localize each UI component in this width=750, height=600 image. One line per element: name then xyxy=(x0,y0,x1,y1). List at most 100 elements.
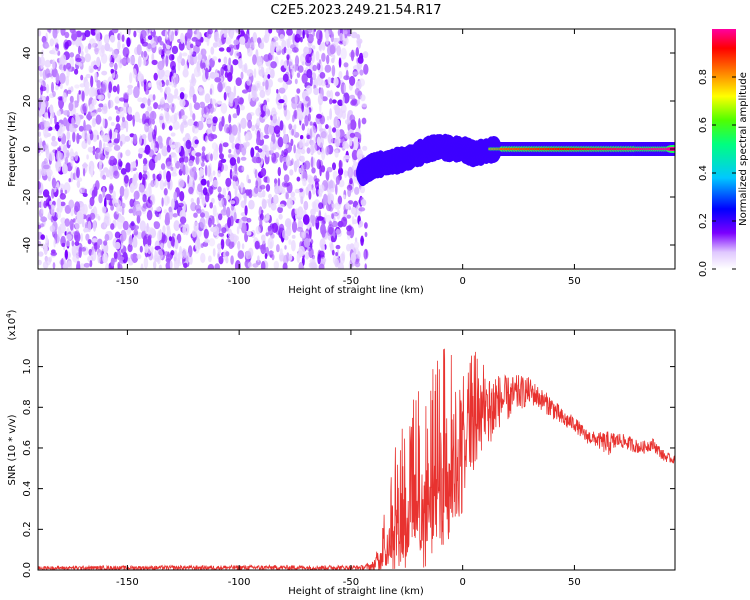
noise-speckle xyxy=(294,94,298,104)
noise-speckle xyxy=(161,69,165,78)
noise-speckle xyxy=(265,79,269,91)
noise-speckle xyxy=(247,179,251,184)
noise-speckle xyxy=(288,61,293,66)
noise-speckle xyxy=(44,59,51,68)
noise-speckle xyxy=(228,114,232,124)
noise-speckle xyxy=(188,160,194,167)
x-tick-label: -50 xyxy=(343,276,359,287)
noise-speckle xyxy=(232,44,240,50)
noise-speckle xyxy=(143,149,150,154)
noise-speckle xyxy=(246,69,254,77)
y-tick-label: -20 xyxy=(22,189,33,205)
noise-speckle xyxy=(225,85,232,94)
noise-speckle xyxy=(135,209,142,218)
noise-speckle xyxy=(338,57,342,68)
noise-speckle xyxy=(225,238,231,247)
noise-speckle xyxy=(238,58,243,69)
noise-speckle xyxy=(284,245,287,250)
noise-speckle xyxy=(250,42,256,48)
noise-speckle xyxy=(364,231,368,238)
noise-speckle xyxy=(331,235,334,243)
noise-speckle xyxy=(321,41,326,51)
noise-speckle xyxy=(172,94,178,99)
noise-speckle xyxy=(91,98,97,106)
signal-track xyxy=(356,133,675,187)
noise-speckle xyxy=(257,255,260,263)
noise-speckle xyxy=(46,168,53,177)
noise-speckle xyxy=(84,188,88,194)
noise-speckle xyxy=(139,220,146,232)
noise-speckle xyxy=(212,116,218,124)
noise-speckle xyxy=(259,218,263,229)
noise-speckle xyxy=(132,236,138,248)
noise-speckle xyxy=(121,206,125,216)
noise-speckle xyxy=(267,74,271,79)
noise-speckle xyxy=(276,29,282,34)
noise-speckle xyxy=(193,221,200,231)
noise-speckle xyxy=(313,29,317,32)
noise-speckle xyxy=(165,55,169,67)
noise-speckle xyxy=(121,34,125,42)
noise-speckle xyxy=(231,170,239,177)
noise-speckle xyxy=(294,208,300,215)
noise-speckle xyxy=(120,152,123,158)
noise-speckle xyxy=(334,91,340,97)
noise-speckle xyxy=(217,162,224,173)
noise-speckle xyxy=(41,35,47,44)
noise-speckle xyxy=(51,249,56,254)
noise-speckle xyxy=(44,43,50,48)
noise-speckle xyxy=(133,225,139,230)
noise-speckle xyxy=(259,89,266,99)
noise-speckle xyxy=(69,148,74,160)
noise-speckle xyxy=(178,41,185,51)
noise-speckle xyxy=(347,187,352,198)
noise-speckle xyxy=(357,99,361,105)
noise-speckle xyxy=(89,130,94,141)
noise-speckle xyxy=(72,254,80,263)
spectrogram-panel: -150 -100 -50 0 50 -40 -20 0 20 40 Height of str… xyxy=(7,28,676,296)
noise-speckle xyxy=(170,144,176,149)
noise-speckle xyxy=(331,220,339,228)
noise-speckle xyxy=(61,163,68,175)
noise-speckle xyxy=(281,181,289,188)
noise-speckle xyxy=(90,112,97,117)
noise-speckle xyxy=(268,29,273,34)
noise-speckle xyxy=(122,220,129,231)
noise-speckle xyxy=(223,33,228,38)
noise-speckle xyxy=(350,252,356,264)
snr-frame xyxy=(37,329,676,571)
noise-speckle xyxy=(307,113,311,122)
noise-speckle xyxy=(205,135,209,144)
noise-speckle xyxy=(174,73,179,85)
noise-speckle xyxy=(329,98,333,105)
colorbar-tick-label: 0.8 xyxy=(698,69,709,85)
noise-speckle xyxy=(68,102,74,112)
noise-speckle xyxy=(301,102,305,113)
noise-speckle xyxy=(330,188,335,193)
noise-speckle xyxy=(315,50,320,61)
noise-speckle xyxy=(266,177,270,184)
colorbar-gradient xyxy=(712,29,736,269)
noise-speckle xyxy=(117,263,123,269)
noise-speckle xyxy=(241,147,247,156)
noise-speckle xyxy=(321,243,325,252)
noise-speckle xyxy=(212,56,218,61)
noise-speckle xyxy=(236,95,240,103)
noise-speckle xyxy=(45,83,50,94)
noise-speckle xyxy=(168,208,173,220)
noise-speckle xyxy=(97,107,102,113)
noise-speckle xyxy=(119,185,125,197)
noise-speckle xyxy=(233,39,240,45)
noise-speckle xyxy=(92,145,96,156)
noise-speckle xyxy=(350,49,355,62)
noise-speckle xyxy=(291,220,298,233)
noise-speckle xyxy=(325,214,332,223)
noise-speckle xyxy=(123,102,129,114)
noise-speckle xyxy=(296,72,301,78)
noise-speckle xyxy=(342,194,346,199)
noise-speckle xyxy=(298,261,304,269)
noise-speckle xyxy=(232,59,239,66)
noise-speckle xyxy=(275,44,280,53)
noise-speckle xyxy=(263,176,269,183)
noise-speckle xyxy=(279,154,284,163)
